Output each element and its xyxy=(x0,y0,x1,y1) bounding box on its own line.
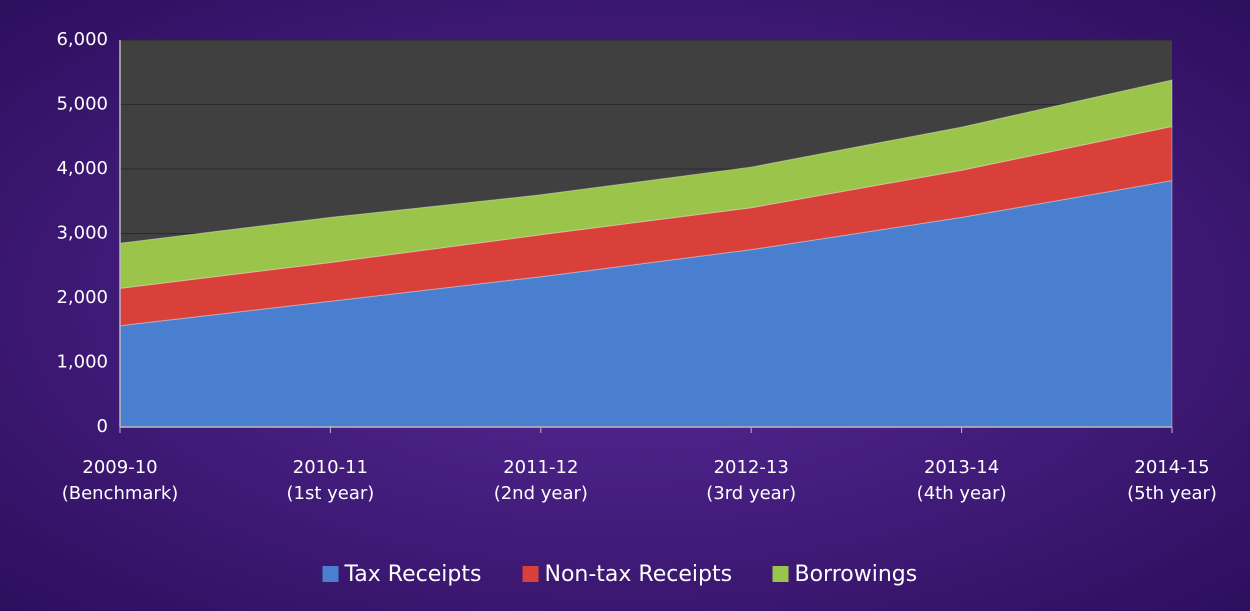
legend-label: Non-tax Receipts xyxy=(545,562,733,587)
y-tick-label: 3,000 xyxy=(56,223,108,244)
x-tick-label: 2011-12 (2nd year) xyxy=(494,457,588,504)
y-tick-label: 1,000 xyxy=(56,352,108,373)
x-tick-label: 2013-14 (4th year) xyxy=(917,457,1007,504)
y-tick-label: 6,000 xyxy=(56,29,108,50)
y-tick-label: 2,000 xyxy=(56,287,108,308)
area xyxy=(119,79,1173,289)
legend-swatch xyxy=(322,566,339,582)
legend-label: Tax Receipts xyxy=(344,562,482,587)
x-tick-label: 2009-10 (Benchmark) xyxy=(62,457,179,504)
y-tick-label: 4,000 xyxy=(56,158,108,179)
legend-label: Borrowings xyxy=(795,562,918,587)
legend-swatch xyxy=(522,566,539,582)
y-tick-label: 0 xyxy=(97,416,108,437)
y-tick-label: 5,000 xyxy=(56,94,108,115)
x-tick-label: 2012-13 (3rd year) xyxy=(706,457,796,504)
x-tick-label: 2010-11 (1st year) xyxy=(286,457,374,504)
legend-swatch xyxy=(772,566,789,582)
x-tick-label: 2014-15 (5th year) xyxy=(1127,457,1217,504)
